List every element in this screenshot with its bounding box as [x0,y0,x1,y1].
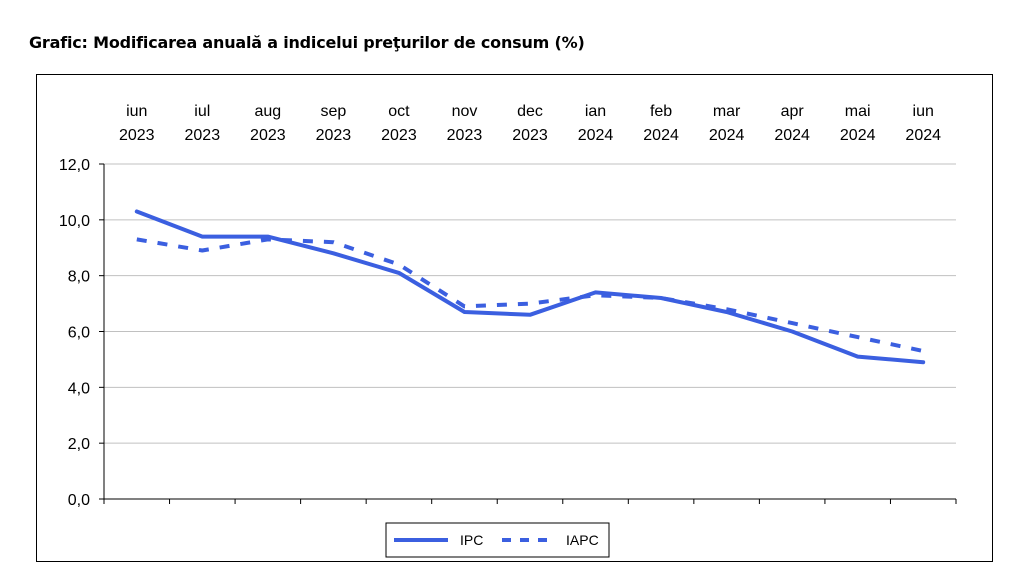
y-tick-label: 2,0 [68,436,90,453]
category-label-month: oct [388,103,410,120]
category-label-month: mai [845,103,871,120]
category-label-month: feb [650,103,672,120]
category-label-month: mar [713,103,741,120]
y-tick-label: 8,0 [68,269,90,286]
category-label-year: 2023 [250,127,286,144]
page-title: Grafic: Modificarea anuală a indicelui p… [29,33,585,52]
category-label-year: 2024 [709,127,745,144]
category-label-year: 2024 [905,127,941,144]
series-line-iapc [136,237,924,353]
axes: 0,0 2,0 4,0 6,0 8,0 10,0 12,0 [59,157,957,509]
category-labels: iun 2023 iul 2023 aug 2023 sep 2023 oct 2023 nov 20… [119,103,941,144]
category-label-month: ian [585,103,606,120]
series-lines [134,209,926,365]
category-label-year: 2024 [774,127,810,144]
chart-frame [36,74,993,562]
series-line-ipc [134,209,926,365]
category-label-month: iun [913,103,934,120]
category-label-year: 2024 [578,127,614,144]
y-tick-label: 0,0 [68,492,90,509]
legend-label-ipc: IPC [460,532,483,548]
category-label-year: 2024 [643,127,679,144]
gridlines [104,163,956,444]
y-tick-label: 12,0 [59,157,90,174]
category-label-year: 2024 [840,127,876,144]
y-tick-label: 4,0 [68,380,90,397]
category-label-month: iun [126,103,147,120]
category-label-month: apr [781,103,805,120]
category-label-month: dec [517,103,543,120]
y-tick-label: 10,0 [59,213,90,230]
category-label-year: 2023 [512,127,548,144]
category-label-year: 2023 [316,127,352,144]
category-label-month: sep [320,103,346,120]
category-label-month: iul [194,103,210,120]
category-label-year: 2023 [119,127,155,144]
legend: IPC IAPC [385,522,610,558]
category-label-year: 2023 [447,127,483,144]
category-label-year: 2023 [185,127,221,144]
category-label-year: 2023 [381,127,417,144]
category-label-month: aug [254,103,281,120]
y-tick-label: 6,0 [68,325,90,342]
category-label-month: nov [452,103,478,120]
legend-label-iapc: IAPC [566,532,599,548]
